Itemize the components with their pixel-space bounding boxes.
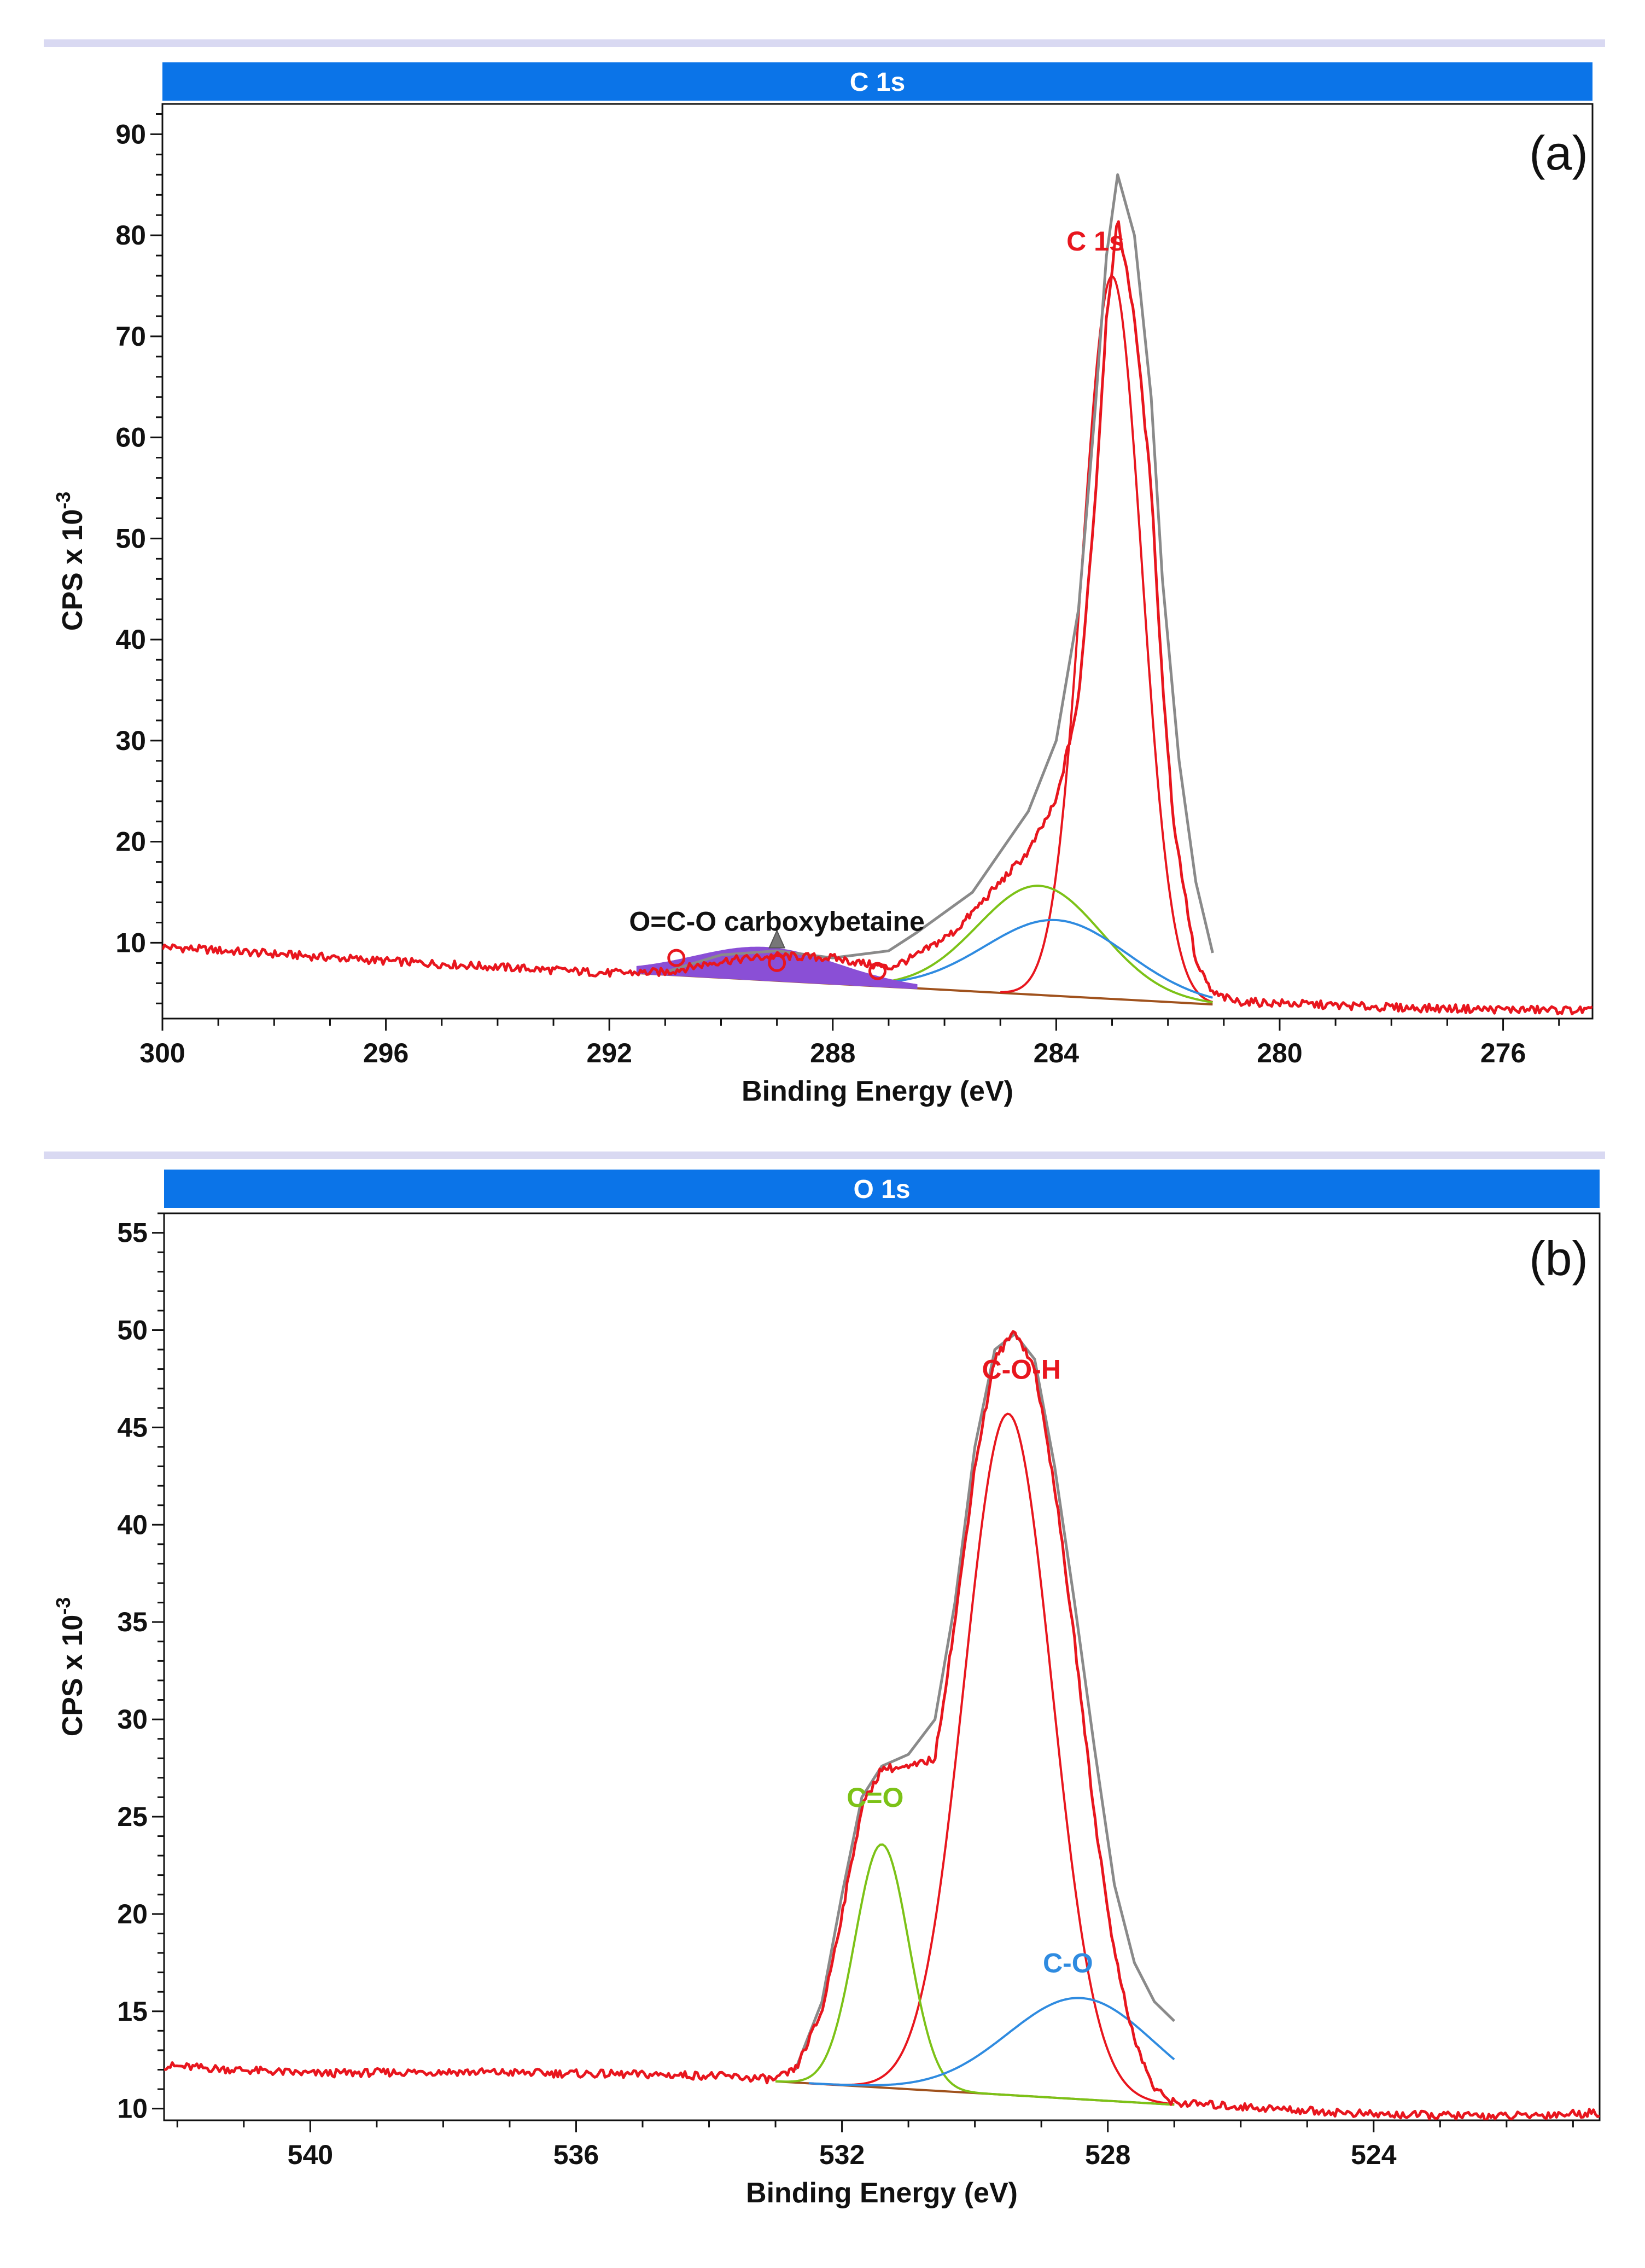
y-tick-label: 20 (115, 827, 146, 857)
header-bar (164, 1170, 1600, 1208)
y-tick-label: 80 (115, 220, 146, 251)
y-tick-label: 40 (115, 624, 146, 655)
x-tick-label: 540 (288, 2139, 333, 2170)
y-tick-label: 60 (115, 422, 146, 453)
y-tick-label: 55 (117, 1218, 148, 1248)
header-title: O 1s (853, 1175, 910, 1204)
component-c-h-peak (860, 918, 1213, 999)
component-c-o-peak (808, 1997, 1175, 2086)
x-tick-label: 292 (586, 1038, 632, 1068)
peak-annotation: C-O (1043, 1948, 1093, 1979)
y-tick-label: 30 (117, 1704, 148, 1735)
y-tick-label: 10 (117, 2093, 148, 2124)
peak-annotation: C-O-H (982, 1354, 1060, 1385)
x-axis-title: Binding Energy (eV) (742, 1075, 1013, 1107)
separator-bar (44, 1152, 1605, 1159)
y-tick-label: 50 (117, 1315, 148, 1345)
data-layer (162, 173, 1592, 1016)
x-tick-label: 284 (1034, 1038, 1080, 1068)
y-tick-label: 15 (117, 1996, 148, 2027)
y-tick-label: 90 (115, 119, 146, 149)
x-axis-title: Binding Energy (eV) (746, 2177, 1018, 2209)
component-cdblo-peak (860, 885, 1213, 1004)
x-tick-label: 280 (1257, 1038, 1302, 1068)
component-c-c-peak (1000, 275, 1214, 1003)
data-layer (164, 1330, 1600, 2120)
y-tick-label: 50 (115, 523, 146, 554)
component-c-o-h-peak (808, 1412, 1175, 2106)
y-tick-label: 10 (115, 927, 146, 958)
y-tick-label: 70 (115, 321, 146, 352)
y-tick-label: 35 (117, 1607, 148, 1637)
panel-o1s: O 1s 10 15 20 25 30 35 40 45 50 55 540 536 532 528 524 B… (0, 1134, 1645, 2268)
region-marker (768, 953, 786, 972)
panel-c1s: C 1s 10 20 30 40 50 60 70 80 90 300 296 292 288 284 280… (44, 39, 1605, 1107)
plot-frame (161, 103, 1594, 1020)
x-tick-label: 536 (553, 2139, 599, 2170)
y-axis-title: CPS x 10-3 (52, 1597, 89, 1737)
envelope-curve (794, 1333, 1175, 2071)
peak-annotation: O=C-O carboxybetaine (629, 906, 924, 937)
x-tick-label: 276 (1480, 1038, 1526, 1068)
peak-annotation: C=O (847, 1782, 903, 1813)
panel-label: (a) (1529, 126, 1588, 180)
region-marker (667, 949, 686, 967)
peak-annotation: C 1s (1066, 226, 1124, 257)
x-tick-label: 288 (810, 1038, 855, 1068)
plot-frame (163, 1212, 1601, 2121)
raw-spectrum (162, 220, 1592, 1016)
y-tick-label: 40 (117, 1509, 148, 1540)
y-tick-label: 25 (117, 1801, 148, 1832)
o1s-chart: O 1s 10 15 20 25 30 35 40 45 50 55 540 536 532 528 524 B… (44, 1152, 1605, 2209)
envelope-curve (664, 173, 1214, 974)
y-tick-label: 20 (117, 1899, 148, 1929)
y-tick-label: 30 (115, 725, 146, 756)
panel-label: (b) (1529, 1231, 1588, 1286)
x-tick-label: 532 (819, 2139, 865, 2170)
c1s-chart: C 1s 10 20 30 40 50 60 70 80 90 300 296 292 288 284 280… (44, 39, 1605, 1107)
peak-marker-triangle (768, 929, 786, 949)
component-cdblo-peak (775, 1843, 1175, 2106)
region-marker (868, 962, 886, 980)
header-bar (162, 62, 1592, 101)
x-tick-label: 528 (1085, 2139, 1130, 2170)
raw-spectrum (164, 1330, 1600, 2120)
y-tick-label: 45 (117, 1412, 148, 1443)
header-title: C 1s (850, 68, 905, 97)
x-tick-label: 296 (363, 1038, 409, 1068)
separator-bar (44, 39, 1605, 47)
x-tick-label: 524 (1351, 2139, 1397, 2170)
y-axis-title: CPS x 10-3 (52, 492, 89, 631)
x-tick-label: 300 (139, 1038, 185, 1068)
